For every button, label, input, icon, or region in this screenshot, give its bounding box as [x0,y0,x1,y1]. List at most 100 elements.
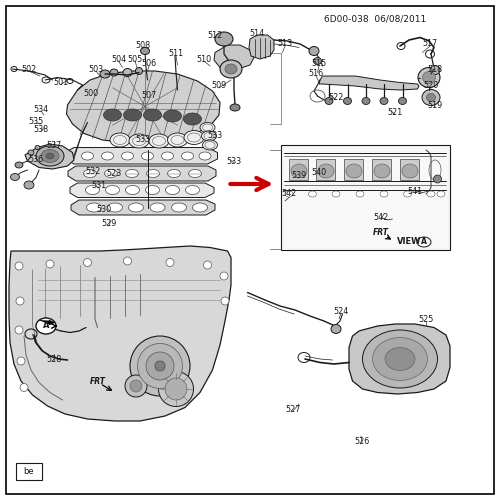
Ellipse shape [106,186,120,194]
Ellipse shape [184,113,202,125]
Text: 525: 525 [418,314,434,324]
Ellipse shape [344,98,351,104]
Text: 517: 517 [422,40,438,48]
Ellipse shape [398,98,406,104]
Ellipse shape [204,261,212,269]
Ellipse shape [36,146,64,166]
Ellipse shape [314,58,322,64]
Ellipse shape [104,170,118,177]
Text: A: A [43,322,49,330]
Ellipse shape [166,186,179,194]
Bar [16,463,42,480]
Ellipse shape [138,344,182,388]
Ellipse shape [20,384,28,392]
Ellipse shape [126,186,140,194]
Ellipse shape [102,152,114,160]
Bar [400,159,419,180]
Ellipse shape [150,203,165,212]
Polygon shape [71,200,215,215]
Text: 538: 538 [34,124,48,134]
Text: 526: 526 [354,436,370,446]
Text: 523: 523 [106,170,122,178]
Ellipse shape [46,260,54,268]
Ellipse shape [24,181,34,189]
Ellipse shape [129,134,149,148]
Ellipse shape [104,109,122,121]
Ellipse shape [422,90,440,106]
Ellipse shape [331,324,341,334]
Text: 519: 519 [428,100,442,110]
Ellipse shape [86,186,100,194]
Ellipse shape [126,170,138,177]
Text: 503: 503 [88,64,104,74]
Text: 527: 527 [286,404,300,413]
Text: 535: 535 [28,116,44,126]
Text: 513: 513 [278,40,292,48]
Text: 529: 529 [102,220,116,228]
Text: FRT: FRT [90,376,106,386]
Polygon shape [70,183,214,198]
Ellipse shape [162,152,173,160]
Polygon shape [66,71,220,142]
Ellipse shape [15,326,23,334]
Ellipse shape [144,109,162,121]
Text: 510: 510 [196,54,212,64]
Ellipse shape [309,46,319,56]
Ellipse shape [220,272,228,280]
Ellipse shape [172,203,186,212]
Ellipse shape [318,164,334,178]
Ellipse shape [110,133,130,147]
Ellipse shape [149,134,169,148]
Text: 534: 534 [34,104,48,114]
Polygon shape [68,166,216,181]
Ellipse shape [140,48,149,54]
Ellipse shape [202,131,216,141]
Polygon shape [25,144,74,169]
Ellipse shape [184,130,204,144]
Bar [372,159,391,180]
Ellipse shape [182,152,194,160]
Ellipse shape [215,32,233,46]
Polygon shape [319,76,419,90]
Ellipse shape [168,170,180,177]
Ellipse shape [418,68,440,87]
Ellipse shape [186,186,200,194]
Text: 540: 540 [312,168,326,177]
Polygon shape [249,35,274,59]
Text: 533: 533 [135,134,150,143]
Text: VIEW: VIEW [397,238,421,246]
Text: A: A [421,238,427,246]
Ellipse shape [146,352,174,380]
Ellipse shape [10,174,20,180]
Ellipse shape [380,98,388,104]
Ellipse shape [124,257,132,265]
Text: 528: 528 [46,354,62,364]
Ellipse shape [372,338,428,380]
Ellipse shape [124,109,142,121]
Ellipse shape [356,191,364,197]
Ellipse shape [158,372,194,406]
Ellipse shape [123,68,132,76]
Ellipse shape [164,110,182,122]
Ellipse shape [15,162,23,168]
Text: 511: 511 [168,50,184,58]
Ellipse shape [308,191,316,197]
Text: 518: 518 [428,64,442,74]
Text: 509: 509 [212,82,226,90]
Text: 514: 514 [250,30,264,38]
Text: 541: 541 [408,186,422,196]
Text: 507: 507 [142,92,156,100]
Ellipse shape [362,330,438,388]
Ellipse shape [108,203,122,212]
Ellipse shape [110,69,118,76]
Ellipse shape [125,375,147,397]
Ellipse shape [230,104,240,111]
Text: 502: 502 [21,64,36,74]
Ellipse shape [199,152,211,160]
Ellipse shape [192,203,208,212]
Text: be: be [24,467,34,476]
Text: 531: 531 [92,182,106,190]
Ellipse shape [434,175,442,183]
Ellipse shape [285,191,293,197]
Ellipse shape [146,170,160,177]
